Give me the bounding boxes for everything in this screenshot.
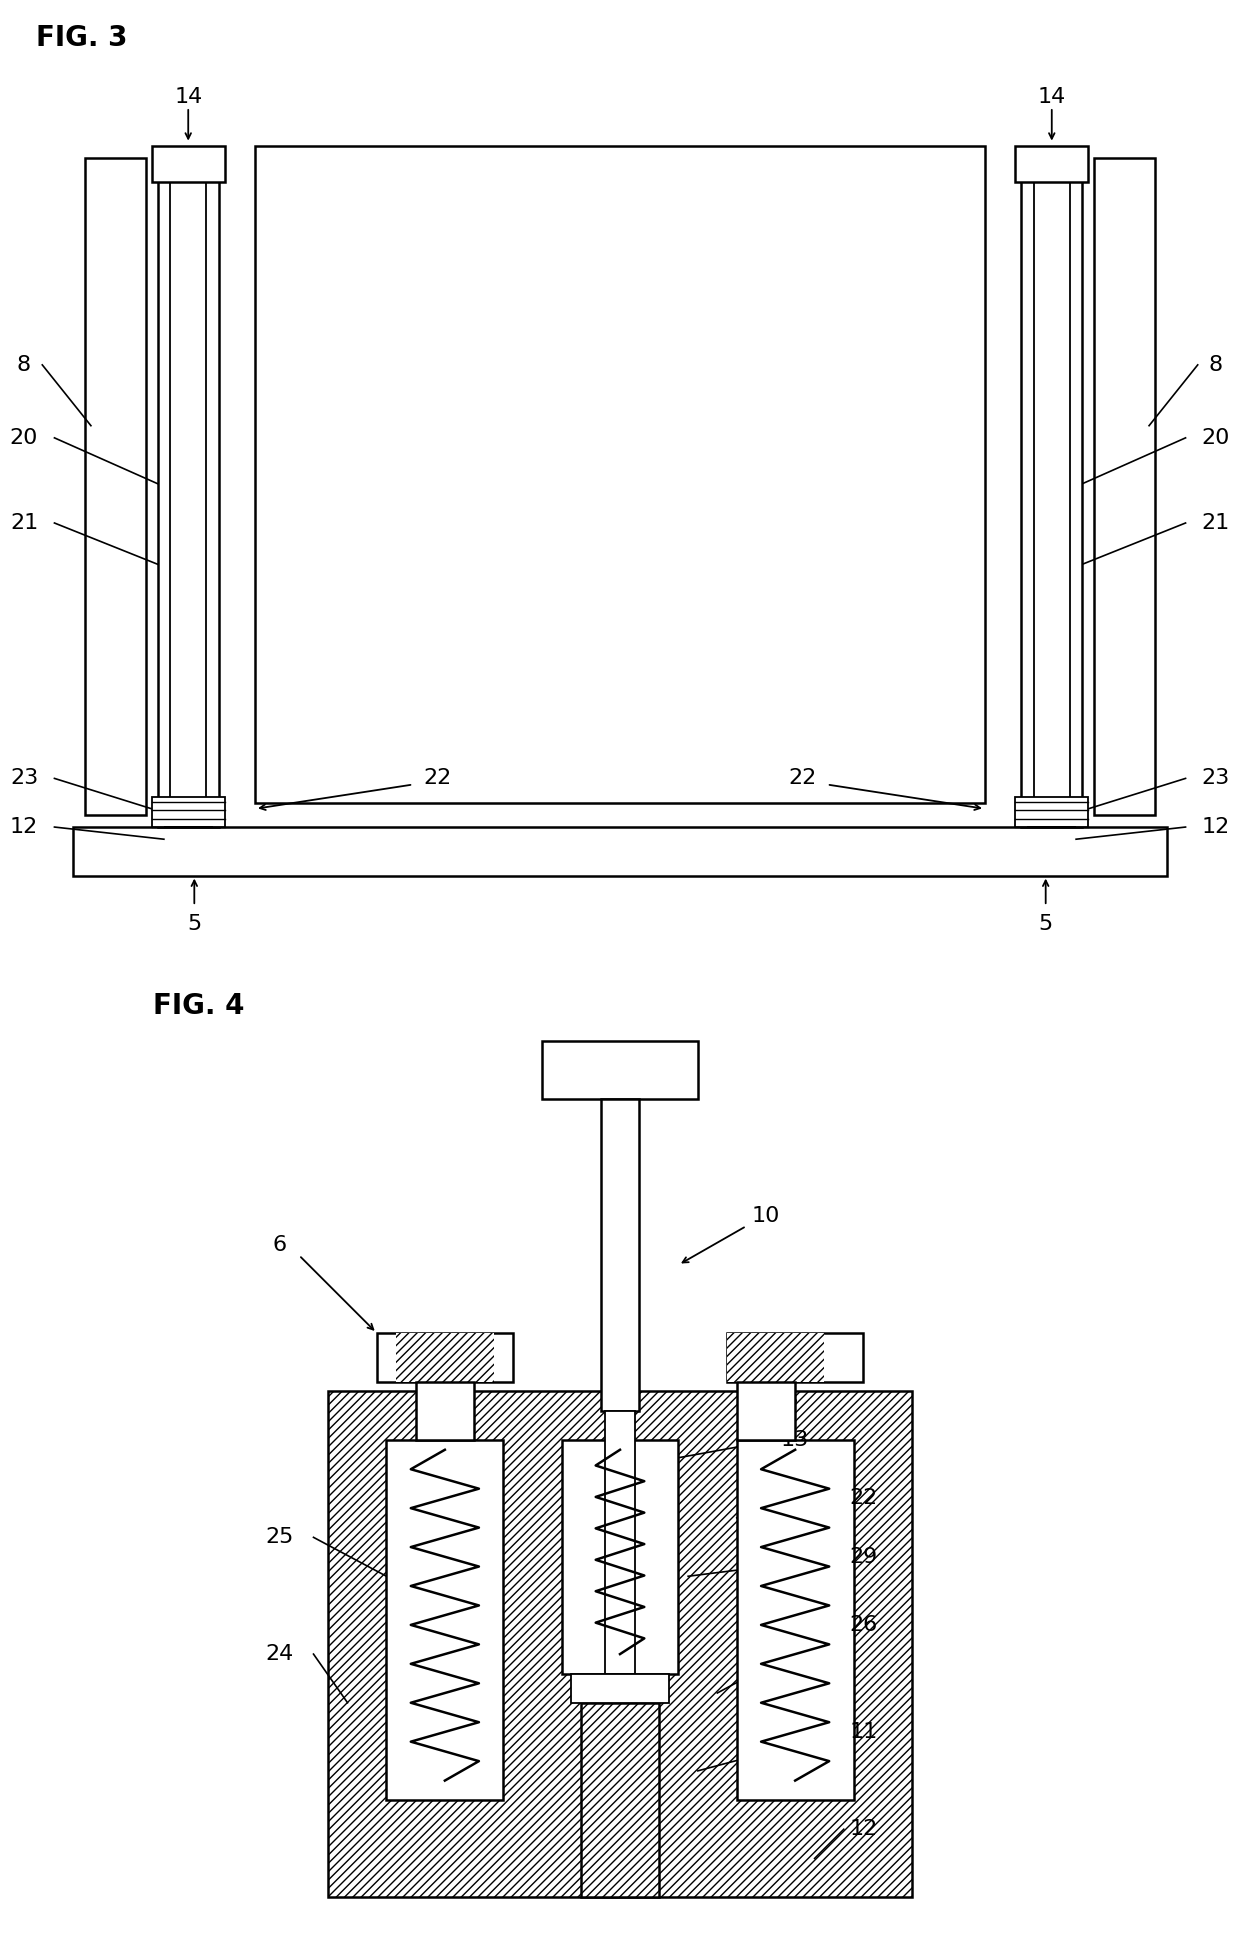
Text: 5: 5 — [1039, 915, 1053, 934]
Bar — [151, 796, 224, 827]
Bar — [84, 158, 145, 815]
Bar — [377, 1333, 513, 1382]
Bar — [727, 1333, 863, 1382]
Text: 28: 28 — [440, 1333, 469, 1352]
Bar — [1016, 146, 1089, 183]
Bar — [73, 827, 1167, 876]
Text: 12: 12 — [849, 1820, 878, 1839]
Bar — [737, 1440, 853, 1800]
Bar — [397, 1333, 494, 1382]
Text: 11: 11 — [849, 1722, 878, 1742]
Text: 8: 8 — [1209, 354, 1223, 376]
Bar — [255, 146, 985, 802]
Text: FIG. 4: FIG. 4 — [153, 992, 244, 1020]
Text: 23: 23 — [10, 769, 38, 788]
Text: 22: 22 — [849, 1489, 878, 1508]
Bar — [1095, 158, 1156, 815]
Text: 14: 14 — [174, 88, 202, 107]
Text: 26: 26 — [849, 1615, 878, 1635]
Bar — [727, 1333, 825, 1382]
Text: 20: 20 — [1202, 428, 1230, 448]
Bar — [157, 169, 218, 827]
Text: 21: 21 — [1202, 514, 1230, 533]
Bar — [170, 183, 207, 827]
Bar — [605, 1411, 635, 1674]
Text: 8: 8 — [17, 354, 31, 376]
Text: 12: 12 — [10, 817, 38, 837]
Text: 20: 20 — [10, 428, 38, 448]
Bar — [151, 146, 224, 183]
Bar — [329, 1391, 911, 1897]
Text: 5: 5 — [187, 915, 201, 934]
Text: 25: 25 — [265, 1528, 294, 1547]
Text: 14: 14 — [1038, 88, 1066, 107]
Bar — [562, 1440, 678, 1674]
Text: 6: 6 — [273, 1236, 286, 1255]
Text: 22: 22 — [423, 769, 451, 788]
Text: 10: 10 — [751, 1207, 780, 1226]
Bar — [542, 1041, 698, 1099]
Text: 27: 27 — [771, 1333, 800, 1352]
Bar — [600, 1099, 640, 1411]
Bar — [1022, 169, 1083, 827]
Text: FIG. 3: FIG. 3 — [36, 23, 128, 53]
Bar — [572, 1674, 668, 1703]
Bar — [582, 1703, 658, 1897]
Text: 23: 23 — [1202, 769, 1230, 788]
Bar — [1033, 183, 1070, 827]
Text: 13: 13 — [781, 1430, 810, 1450]
Text: 24: 24 — [265, 1644, 294, 1664]
Bar — [415, 1382, 474, 1440]
Text: 22: 22 — [789, 769, 817, 788]
Text: 29: 29 — [849, 1547, 878, 1567]
Bar — [387, 1440, 503, 1800]
Bar — [737, 1382, 795, 1440]
Text: 12: 12 — [1202, 817, 1230, 837]
Bar — [1016, 796, 1089, 827]
Text: 21: 21 — [10, 514, 38, 533]
